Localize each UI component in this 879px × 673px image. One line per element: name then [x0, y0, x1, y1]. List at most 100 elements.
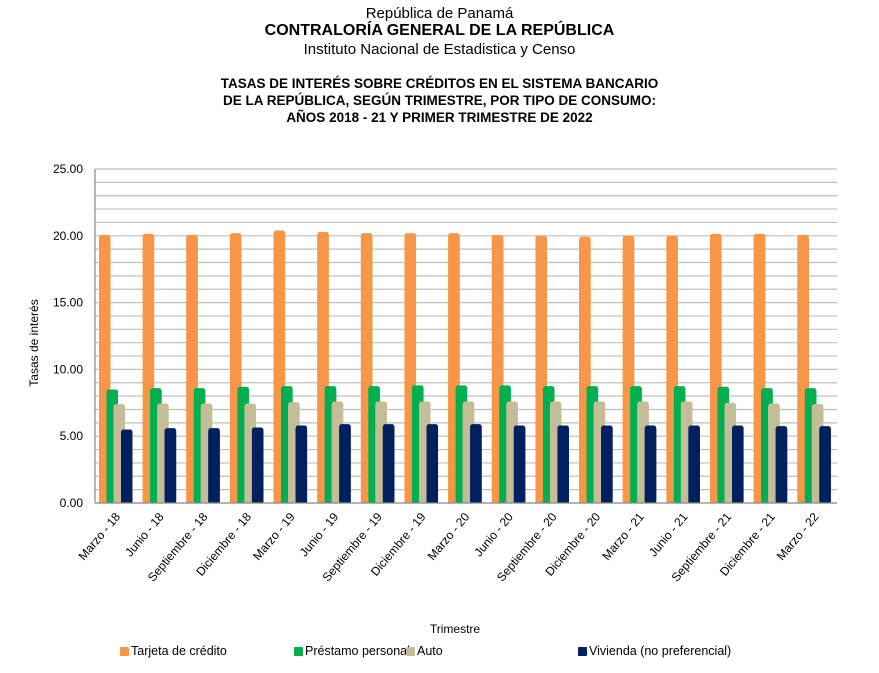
bar-body-4	[557, 428, 569, 503]
bar-body-3	[462, 404, 475, 503]
bar-body-2	[630, 389, 642, 503]
legend-item-tarjeta: Tarjeta de crédito	[120, 644, 227, 658]
bar-body-1	[753, 236, 766, 503]
bar-body-4	[601, 428, 613, 503]
bar-body-3	[157, 406, 169, 503]
bar-body-4	[121, 432, 133, 503]
bar-body-2	[368, 389, 380, 503]
bar-body-2	[281, 389, 293, 503]
bars	[99, 230, 831, 504]
bar-body-4	[819, 429, 831, 503]
y-tick-label: 5.00	[60, 429, 84, 443]
y-tick-label: 15.00	[53, 296, 83, 310]
bar-body-1	[317, 235, 329, 503]
legend: Tarjeta de crédito Préstamo personal Aut…	[0, 644, 879, 660]
legend-item-vivienda: Vivienda (no preferencial)	[578, 644, 731, 658]
legend-label-tarjeta: Tarjeta de crédito	[131, 644, 227, 658]
bar-body-1	[99, 237, 111, 503]
legend-label-prestamo: Préstamo personal	[305, 644, 410, 658]
bar-body-1	[404, 236, 417, 504]
bar-body-3	[244, 406, 256, 503]
y-tick-label: 20.00	[53, 229, 83, 243]
x-tick-label: Marzo - 21	[599, 510, 647, 563]
x-axis-title: Trimestre	[430, 622, 481, 636]
y-tick-label: 10.00	[53, 362, 83, 376]
bar-body-4	[382, 427, 395, 503]
header-institute: Instituto Nacional de Estadistica y Cens…	[303, 41, 576, 58]
bar-body-2	[586, 389, 599, 503]
bar-body-3	[419, 404, 431, 503]
bar-body-3	[724, 405, 737, 503]
legend-swatch-tarjeta	[120, 646, 129, 656]
x-tick-label: Marzo - 19	[250, 510, 298, 563]
bar-body-3	[768, 406, 780, 503]
bar-body-2	[237, 389, 249, 503]
chart-title-line-3: AÑOS 2018 - 21 Y PRIMER TRIMESTRE DE 202…	[286, 110, 593, 125]
bar-body-1	[491, 237, 504, 503]
bar-body-3	[331, 404, 344, 503]
bar-body-3	[200, 406, 213, 503]
bar-body-1	[360, 236, 373, 504]
bar-body-3	[288, 405, 300, 503]
bar-body-3	[637, 404, 649, 503]
axes	[94, 169, 837, 504]
bar-body-1	[448, 236, 460, 504]
bar-body-4	[208, 431, 220, 503]
x-tick-label: Marzo - 20	[425, 510, 473, 563]
bar-body-4	[775, 429, 788, 503]
x-tick-label: Junio - 18	[122, 510, 167, 560]
bar-body-1	[666, 238, 678, 504]
bar-body-3	[811, 407, 824, 503]
bar-body-4	[295, 428, 308, 503]
legend-swatch-auto	[406, 646, 415, 656]
bar-body-1	[186, 237, 198, 503]
header-country: República de Panamá	[365, 5, 514, 22]
y-tick-label: 25.00	[53, 162, 83, 176]
header-institution: CONTRALORÍA GENERAL DE LA REPÚBLICA	[264, 22, 615, 39]
bar-body-4	[251, 430, 264, 503]
bar-body-4	[470, 427, 482, 503]
bar-body-2	[106, 392, 118, 503]
y-axis-title: Tasas de interés	[27, 299, 41, 386]
chart-title-line-2: DE LA REPÚBLICA, SEGÚN TRIMESTRE, POR TI…	[222, 93, 657, 108]
bar-body-4	[732, 428, 744, 503]
legend-label-vivienda: Vivienda (no preferencial)	[589, 644, 732, 658]
chart-title-line-1: TASAS DE INTERÉS SOBRE CRÉDITOS EN EL SI…	[220, 76, 659, 91]
bar-body-3	[680, 404, 693, 503]
y-tick-labels: 0.00 5.00 10.00 15.00 20.00 25.00	[53, 162, 83, 510]
bar-body-4	[688, 428, 700, 503]
x-tick-label: Marzo - 18	[76, 510, 124, 563]
legend-item-auto: Auto	[406, 644, 443, 658]
bar-body-1	[579, 239, 591, 503]
bar-body-1	[710, 236, 722, 503]
bar-body-1	[797, 237, 809, 503]
bar-body-3	[549, 404, 562, 503]
bar-body-4	[426, 427, 439, 503]
y-tick-label: 0.00	[60, 496, 84, 510]
bar-body-1	[229, 236, 242, 504]
bar-body-3	[593, 404, 606, 503]
bar-body-2	[150, 391, 162, 503]
bar-body-4	[644, 428, 657, 503]
bar-body-4	[513, 428, 526, 503]
bar-body-1	[535, 238, 547, 504]
x-tick-label: Marzo - 22	[774, 510, 822, 563]
x-tick-label: Junio - 21	[646, 510, 691, 560]
bar-body-2	[324, 389, 337, 503]
legend-item-prestamo: Préstamo personal	[294, 644, 410, 658]
legend-swatch-prestamo	[294, 646, 303, 656]
bar-body-2	[193, 391, 206, 503]
bar-body-3	[506, 404, 518, 503]
bar-body-4	[164, 431, 177, 503]
bar-body-4	[339, 427, 351, 503]
legend-swatch-vivienda	[578, 646, 587, 656]
bar-body-2	[455, 388, 468, 503]
bar-body-2	[499, 388, 511, 503]
bar-body-2	[412, 388, 424, 503]
x-tick-label: Junio - 19	[297, 510, 342, 560]
legend-label-auto: Auto	[417, 644, 443, 658]
bar-body-2	[761, 391, 773, 503]
bar-body-2	[717, 389, 730, 503]
bar-body-2	[542, 389, 555, 503]
